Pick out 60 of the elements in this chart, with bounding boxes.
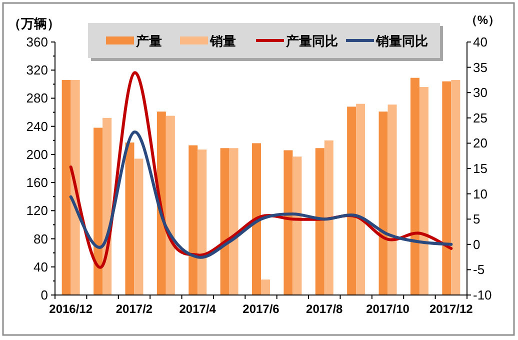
bar [388,104,397,295]
bar [356,104,366,295]
bar [252,143,261,295]
bar [315,148,324,295]
bar [229,148,238,295]
y2-tick-label: 40 [473,34,488,50]
y-tick-label: 120 [26,203,48,218]
x-tick-label: 2017/4 [179,302,216,316]
bar [261,280,270,295]
bar [166,116,175,295]
bar [220,148,230,295]
legend-label: 销量同比 [375,34,428,48]
y-tick-label: 360 [26,34,48,50]
y2-tick-label: -10 [473,288,492,302]
bar [324,140,334,295]
bar [134,158,144,295]
y-tick-label: 320 [26,62,48,78]
y-tick-label: 40 [34,259,48,274]
bar [292,156,302,295]
bar [188,145,198,295]
x-tick-label: 2017/12 [429,302,474,316]
bar [442,81,452,295]
y2-tick-label: 35 [473,60,488,75]
bar [156,112,166,295]
line-series [69,130,453,259]
bar [94,128,103,295]
y-tick-label: 0 [40,288,48,302]
bar [347,106,356,295]
y-tick-label: 280 [26,90,48,106]
y2-tick-label: 25 [473,110,488,126]
bar [284,150,293,295]
bar [70,80,80,295]
x-tick-label: 2016/12 [49,302,93,316]
y2-tick-label: 30 [473,85,488,100]
bar [125,142,134,295]
y2-tick-label: 10 [473,186,488,202]
y2-tick-label: 0 [473,236,480,252]
y-tick-label: 160 [26,175,48,190]
bar [198,150,207,295]
y-tick-label: 200 [26,146,48,162]
bar [410,78,420,295]
x-tick-label: 2017/2 [116,302,153,316]
x-tick-label: 2017/10 [366,302,410,316]
x-tick-label: 2017/6 [242,302,280,316]
legend-label: 销量 [209,34,236,48]
y2-tick-label: 5 [473,212,480,227]
y2-tick-label: 20 [473,136,488,151]
y2-tick-label: -5 [473,262,485,278]
bar [451,80,460,295]
y2-tick-label: 15 [473,161,488,176]
bar [378,112,388,295]
legend-label: 产量 [135,34,162,48]
bar [419,86,428,295]
y-tick-label: 80 [34,231,48,246]
x-tick-label: 2017/8 [306,302,344,316]
bar [62,80,71,295]
y2-axis-title: （%） [465,13,500,27]
y-axis-title: （万辆） [8,16,60,31]
y-tick-label: 240 [26,118,48,134]
legend-label: 产量同比 [285,34,338,48]
